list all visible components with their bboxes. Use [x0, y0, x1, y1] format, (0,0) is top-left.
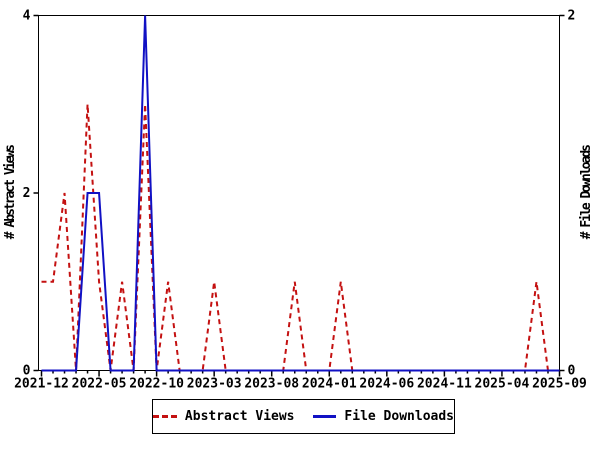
legend-label-abstract-views: Abstract Views [184, 409, 295, 424]
right-axis-tick-label: 2 [568, 9, 576, 24]
x-axis-tick-label: 2022-10 [129, 377, 184, 392]
x-axis-tick-label: 2023-08 [244, 377, 299, 392]
abstract-views-line [41, 104, 560, 372]
file-downloads-line [41, 15, 560, 372]
abstract-views-line-sample [153, 415, 177, 418]
x-axis-tick-label: 2024-06 [359, 377, 414, 392]
x-axis-tick-label: 2024-01 [302, 377, 357, 392]
left-axis-tick-label: 0 [23, 364, 31, 379]
legend-label-file-downloads: File Downloads [344, 409, 454, 424]
left-axis-tick-label: 4 [23, 9, 31, 24]
x-axis-tick-label: 2021-12 [14, 377, 69, 392]
x-axis-tick-label: 2024-11 [417, 377, 472, 392]
x-axis-tick-label: 2025-09 [532, 377, 587, 392]
x-axis-tick-label: 2023-03 [187, 377, 242, 392]
file-downloads-line-sample [312, 415, 337, 418]
x-axis-tick-label: 2022-05 [72, 377, 127, 392]
x-axis-tick-label: 2025-04 [475, 377, 530, 392]
left-axis-tick-label: 2 [23, 186, 31, 201]
legend: Abstract Views File Downloads [152, 399, 455, 434]
right-axis-tick-label: 0 [568, 364, 576, 379]
